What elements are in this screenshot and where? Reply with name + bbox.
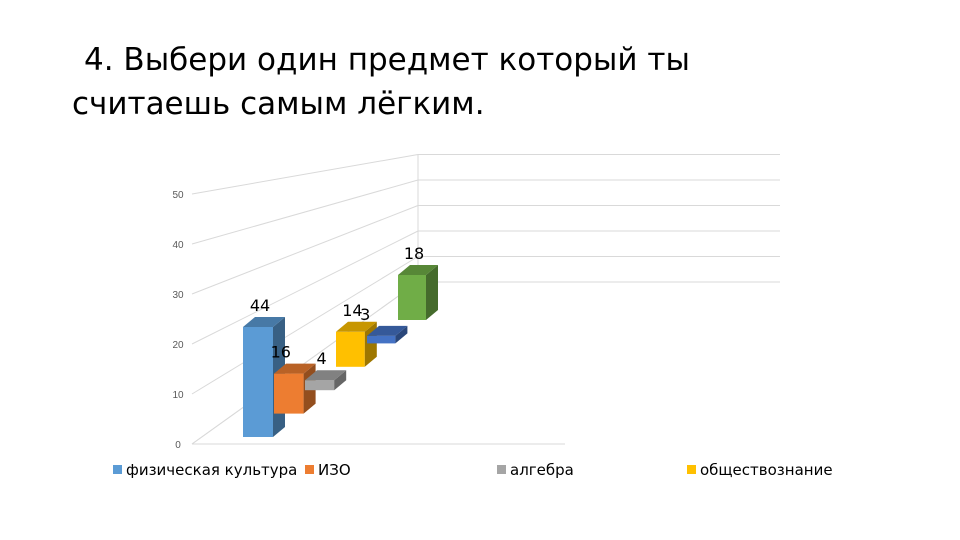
bar-4 bbox=[336, 321, 377, 367]
legend-swatch bbox=[113, 465, 122, 474]
y-tick-label: 50 bbox=[172, 190, 184, 201]
bar-top-face bbox=[367, 325, 408, 336]
side-gridline bbox=[191, 256, 419, 395]
data-label: 44 bbox=[250, 296, 270, 315]
legend-swatch bbox=[687, 465, 696, 474]
bar-top-face bbox=[398, 265, 438, 275]
y-tick-label: 30 bbox=[172, 290, 184, 301]
bar-top-face bbox=[305, 370, 347, 381]
legend-item: обществознание bbox=[687, 461, 833, 479]
bar-front-face bbox=[336, 331, 365, 367]
bar-front-face bbox=[274, 373, 304, 414]
legend-label: алгебра bbox=[510, 461, 574, 479]
data-label: 3 bbox=[360, 305, 370, 324]
legend-swatch bbox=[305, 465, 314, 474]
bar-front-face bbox=[367, 335, 396, 344]
bar-front-face bbox=[398, 275, 426, 320]
bar-5 bbox=[367, 325, 408, 344]
y-tick-label: 20 bbox=[172, 340, 184, 351]
legend-label: обществознание bbox=[700, 461, 833, 479]
data-label: 16 bbox=[271, 343, 291, 362]
bar-6 bbox=[398, 265, 438, 320]
legend-label: ИЗО bbox=[318, 461, 351, 479]
side-gridline bbox=[191, 281, 419, 445]
legend-label: физическая культура bbox=[126, 461, 297, 479]
side-gridline bbox=[191, 179, 419, 245]
y-tick-label: 0 bbox=[175, 440, 181, 451]
side-gridline bbox=[191, 230, 419, 345]
legend-item: физическая культура bbox=[113, 461, 297, 479]
title-line-2: считаешь самым лёгким. bbox=[72, 86, 485, 122]
bar-top-face bbox=[274, 363, 316, 374]
chart-grid bbox=[191, 154, 780, 445]
y-tick-label: 10 bbox=[172, 390, 184, 401]
y-axis: 0 10 20 30 40 50 bbox=[172, 190, 184, 451]
side-gridline bbox=[191, 154, 419, 195]
data-labels: 44 16 4 143 18 bbox=[250, 244, 424, 368]
data-label: 4 bbox=[317, 349, 327, 368]
data-label: 14 bbox=[342, 301, 362, 320]
bar-front-face bbox=[305, 380, 335, 391]
chart-bars bbox=[243, 265, 438, 437]
title-line-1: 4. Выбери один предмет который ты bbox=[84, 42, 690, 78]
data-label: 18 bbox=[404, 244, 424, 263]
bar-3 bbox=[305, 370, 347, 391]
side-gridline bbox=[191, 205, 419, 295]
bar-top-face bbox=[243, 317, 285, 327]
bar-front-face bbox=[243, 327, 273, 437]
legend-item: ИЗО bbox=[305, 461, 351, 479]
legend-swatch bbox=[497, 465, 506, 474]
legend: физическая культура ИЗО алгебра обществозна… bbox=[113, 461, 833, 479]
y-tick-label: 40 bbox=[172, 240, 184, 251]
legend-item: алгебра bbox=[497, 461, 574, 479]
bar-side-face bbox=[426, 265, 438, 320]
bar-top-face bbox=[336, 321, 377, 332]
bar-side-face bbox=[395, 325, 408, 344]
slide-title: 4. Выбери один предмет который ты считае… bbox=[72, 38, 832, 126]
bar-side-face bbox=[334, 370, 347, 391]
